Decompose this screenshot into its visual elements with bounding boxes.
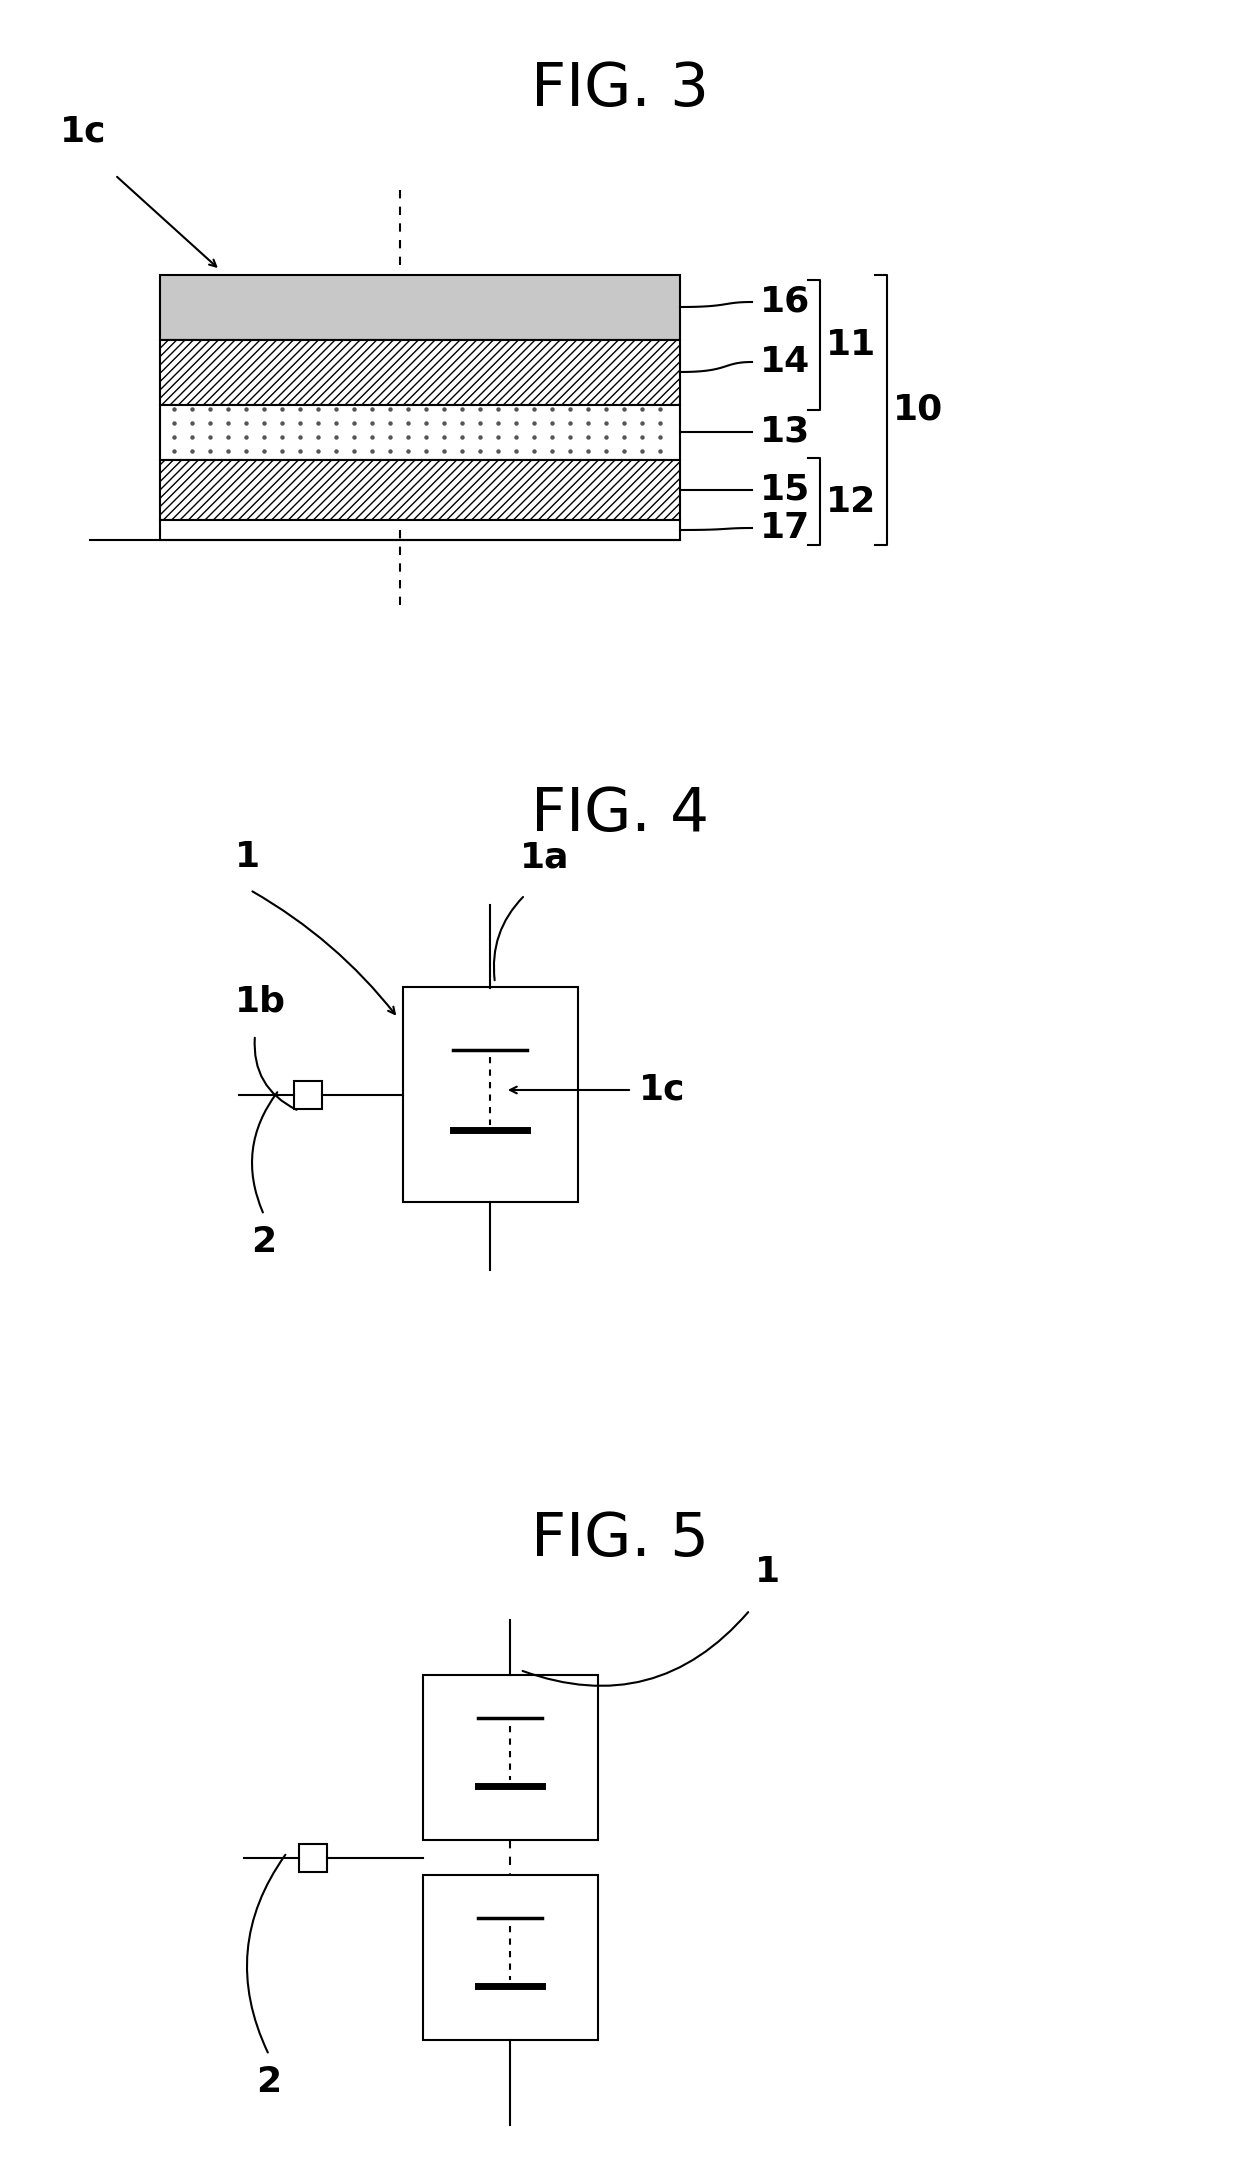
Text: 14: 14: [760, 345, 810, 380]
Text: 2: 2: [252, 1225, 277, 1258]
Bar: [299, 1843, 327, 1872]
Bar: [160, 275, 680, 341]
Text: 1: 1: [236, 841, 260, 874]
Text: FIG. 4: FIG. 4: [531, 784, 709, 843]
Bar: [403, 987, 578, 1201]
Bar: [160, 404, 680, 461]
Text: FIG. 3: FIG. 3: [531, 59, 709, 118]
Text: 15: 15: [760, 474, 810, 507]
Text: 1a: 1a: [520, 841, 569, 874]
Text: 12: 12: [826, 485, 877, 518]
Text: 13: 13: [760, 415, 810, 450]
Text: 1b: 1b: [236, 985, 286, 1020]
Text: FIG. 5: FIG. 5: [531, 1509, 709, 1568]
Text: 17: 17: [760, 511, 810, 546]
Text: 2: 2: [257, 2066, 281, 2099]
Bar: [423, 1675, 598, 1839]
Bar: [294, 1081, 322, 1109]
Text: 11: 11: [826, 328, 877, 363]
Bar: [160, 520, 680, 539]
Text: 16: 16: [760, 284, 810, 319]
Bar: [423, 1876, 598, 2040]
Text: 1: 1: [755, 1555, 780, 1590]
Text: 10: 10: [893, 393, 944, 428]
Text: 1c: 1c: [639, 1072, 686, 1107]
Text: 1c: 1c: [60, 116, 107, 149]
Bar: [160, 341, 680, 404]
Bar: [160, 461, 680, 520]
